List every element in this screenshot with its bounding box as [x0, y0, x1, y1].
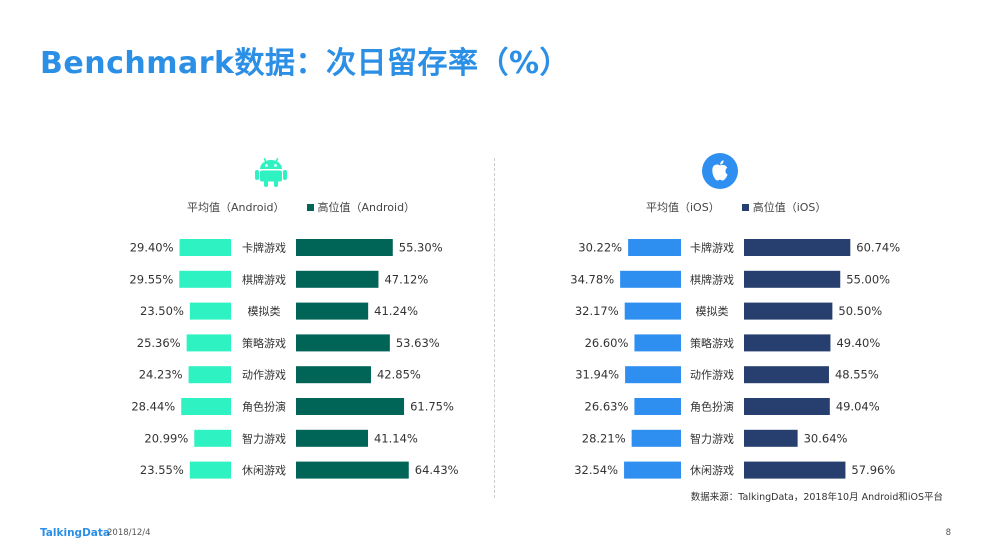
value-label-ios-high: 57.96%: [851, 463, 895, 477]
bar-ios-avg: [624, 302, 681, 320]
category-label: 角色扮演: [242, 400, 286, 414]
legend-ios: 平均值（iOS） 高位值（iOS）: [646, 199, 826, 215]
value-label-ios-high: 60.74%: [856, 241, 900, 255]
value-label-ios-avg: 32.17%: [575, 304, 619, 318]
bar-ios-high: [744, 429, 798, 447]
value-label-android-avg: 20.99%: [144, 431, 188, 445]
value-label-android-avg: 23.50%: [140, 304, 184, 318]
category-label: 卡牌游戏: [690, 241, 734, 255]
bar-android-avg: [181, 398, 231, 415]
value-label-ios-high: 30.64%: [804, 431, 848, 445]
value-label-android-avg: 25.36%: [137, 336, 181, 350]
bar-ios-high: [744, 302, 833, 320]
bar-android-avg: [179, 239, 231, 256]
category-label: 棋牌游戏: [690, 272, 734, 286]
bar-ios-high: [744, 270, 841, 288]
bar-android-high: [296, 461, 409, 479]
category-label: 策略游戏: [690, 336, 734, 350]
legend-swatch-android-high: [306, 203, 314, 211]
value-label-ios-high: 49.04%: [836, 400, 880, 414]
category-label: 角色扮演: [690, 400, 734, 414]
value-label-android-avg: 24.23%: [139, 368, 183, 382]
bar-ios-high: [744, 334, 831, 352]
bar-android-high: [296, 366, 371, 384]
value-label-android-high: 61.75%: [410, 400, 454, 414]
legend-label-ios-avg: 平均值（iOS）: [646, 201, 720, 214]
category-label: 策略游戏: [242, 336, 286, 350]
value-label-ios-high: 48.55%: [835, 368, 879, 382]
value-label-ios-avg: 28.21%: [582, 431, 626, 445]
value-label-android-high: 64.43%: [415, 463, 459, 477]
panel-divider: [494, 158, 495, 498]
bar-android-avg: [189, 461, 231, 479]
category-label: 休闲游戏: [690, 463, 734, 477]
bar-ios-avg: [628, 239, 681, 256]
value-label-android-avg: 29.55%: [129, 272, 173, 286]
android-icon: [253, 153, 289, 189]
bar-android-avg: [194, 429, 231, 447]
value-label-android-high: 47.12%: [384, 272, 428, 286]
legend-android: 平均值（Android） 高位值（Android）: [187, 199, 415, 215]
bar-android-high: [296, 302, 369, 320]
category-label: 卡牌游戏: [242, 241, 286, 255]
value-label-ios-avg: 31.94%: [575, 368, 619, 382]
category-label: 休闲游戏: [242, 463, 286, 477]
bar-android-avg: [188, 366, 231, 384]
bar-ios-avg: [624, 461, 681, 479]
bar-android-high: [296, 239, 393, 256]
page-number: 8: [945, 528, 951, 538]
apple-icon: [700, 151, 740, 191]
bar-ios-avg: [625, 366, 681, 384]
bar-android-avg: [179, 270, 231, 288]
value-label-android-high: 41.14%: [374, 431, 418, 445]
value-label-android-avg: 28.44%: [131, 400, 175, 414]
value-label-ios-high: 50.50%: [838, 304, 882, 318]
category-label: 智力游戏: [242, 431, 286, 445]
category-label: 模拟类: [248, 304, 281, 318]
value-label-android-high: 55.30%: [399, 241, 443, 255]
value-label-ios-high: 49.40%: [836, 336, 880, 350]
category-label: 模拟类: [696, 304, 729, 318]
bar-android-high: [296, 398, 405, 415]
category-label: 动作游戏: [690, 369, 734, 382]
category-label: 智力游戏: [690, 431, 734, 445]
value-label-android-avg: 23.55%: [140, 463, 184, 477]
bar-android-avg: [186, 334, 231, 352]
value-label-android-high: 53.63%: [396, 336, 440, 350]
bar-ios-avg: [634, 398, 681, 415]
footer-logo: TalkingData: [40, 527, 110, 539]
category-label: 棋牌游戏: [242, 272, 286, 286]
bar-android-high: [296, 429, 368, 447]
value-label-android-high: 41.24%: [374, 304, 418, 318]
legend-label-android-high: 高位值（Android）: [317, 201, 416, 214]
value-label-ios-avg: 34.78%: [570, 272, 614, 286]
bar-android-high: [296, 334, 390, 352]
bar-android-avg: [189, 302, 231, 320]
value-label-android-high: 42.85%: [377, 368, 421, 382]
legend-label-ios-high: 高位值（iOS）: [752, 201, 827, 214]
bar-ios-avg: [631, 429, 681, 447]
data-source-note: 数据来源：TalkingData，2018年10月 Android和iOS平台: [690, 492, 943, 503]
bar-ios-high: [744, 366, 829, 384]
legend-swatch-ios-high: [741, 203, 749, 211]
value-label-ios-avg: 26.60%: [585, 336, 629, 350]
bar-ios-avg: [634, 334, 681, 352]
value-label-ios-avg: 30.22%: [578, 241, 622, 255]
value-label-ios-high: 55.00%: [846, 272, 890, 286]
value-label-ios-avg: 26.63%: [585, 400, 629, 414]
bar-ios-avg: [620, 270, 681, 288]
page-title: Benchmark数据：次日留存率（%）: [40, 46, 571, 81]
bar-ios-high: [744, 239, 851, 256]
legend-label-android-avg: 平均值（Android）: [187, 201, 285, 214]
bar-android-high: [296, 270, 379, 288]
category-label: 动作游戏: [242, 369, 286, 382]
bar-ios-high: [744, 461, 846, 479]
bar-ios-high: [744, 398, 830, 415]
value-label-android-avg: 29.40%: [130, 241, 174, 255]
value-label-ios-avg: 32.54%: [574, 463, 618, 477]
footer-date: 2018/12/4: [107, 528, 151, 538]
